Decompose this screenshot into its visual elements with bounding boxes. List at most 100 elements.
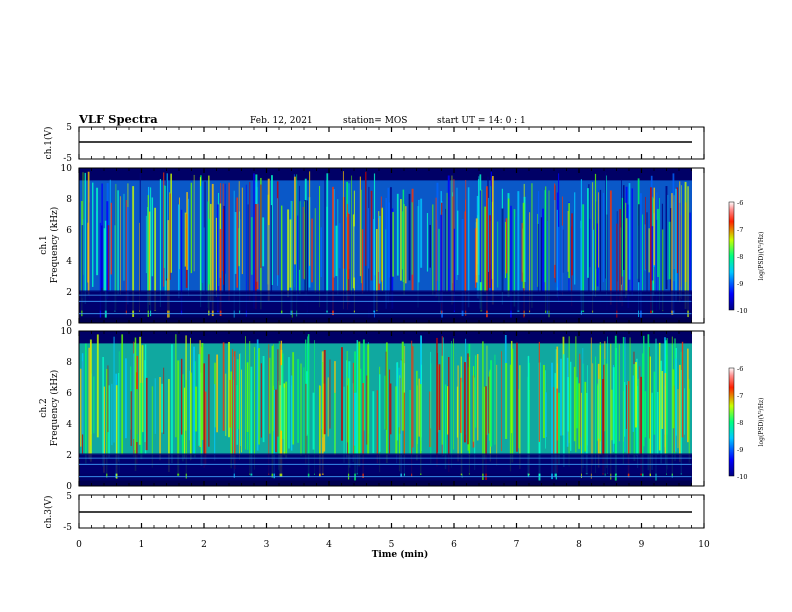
spectrogram-streak — [249, 181, 251, 301]
spectrogram-streak — [297, 359, 299, 443]
spectrogram-streak — [592, 182, 594, 313]
spectrogram-streak — [130, 391, 132, 446]
ch1-ytick-8: 8 — [66, 195, 72, 205]
spectrogram-streak — [262, 217, 265, 267]
spectrogram-streak — [597, 192, 599, 268]
spectrogram-streak — [657, 208, 659, 277]
spectrogram-streak — [597, 383, 599, 442]
ch1-colorbar-label: log(PSD)(V²/Hz) — [758, 232, 765, 281]
station-label: station= MOS — [343, 116, 407, 126]
spectrogram-streak — [90, 342, 92, 446]
spectrogram-streak — [378, 215, 381, 284]
spectrogram-streak — [548, 190, 550, 318]
spectrogram-streak — [478, 176, 480, 275]
spectrogram-streak — [185, 379, 187, 479]
spectrogram-streak — [148, 211, 151, 306]
spectrogram-streak — [254, 347, 256, 470]
spectrogram-streak — [504, 221, 507, 279]
spectrogram-streak — [102, 386, 105, 473]
spectrogram-streak — [396, 193, 399, 276]
spectrogram-streak — [609, 190, 612, 305]
spectrogram-streak — [437, 352, 438, 453]
spectrogram-streak — [551, 362, 553, 480]
spectrogram-streak — [358, 341, 361, 467]
ch1-colorbar-gradient — [728, 201, 735, 311]
spectrogram-streak — [392, 211, 394, 277]
spectrogram-streak — [482, 341, 484, 480]
spectrogram-streak — [366, 375, 368, 445]
spectrogram-streak — [555, 349, 557, 480]
spectrogram-streak — [569, 361, 572, 451]
spectrogram-streak — [385, 197, 387, 309]
ch1-cb-tick-6: -6 — [737, 199, 743, 207]
spectrogram-streak — [486, 186, 488, 318]
spectrogram-streak — [574, 192, 576, 285]
spectrogram-streak — [586, 365, 588, 446]
spectrogram-streak — [537, 213, 539, 287]
spectrogram-streak — [545, 392, 547, 438]
spectrogram-streak — [193, 174, 195, 272]
spectrogram-streak — [81, 353, 84, 435]
spectrogram-streak — [653, 187, 655, 266]
spectrogram-streak — [621, 179, 622, 285]
spectrogram-streak — [401, 341, 404, 431]
spectrogram-streak — [411, 340, 413, 477]
spectrogram-streak — [616, 223, 618, 319]
ch2-cb-tick-9: -9 — [737, 446, 743, 454]
spectrogram-streak — [298, 185, 300, 270]
spectrogram-streak — [253, 173, 255, 309]
spectrogram-streak — [80, 368, 82, 447]
spectrogram-streak — [403, 204, 405, 295]
spectrogram-streak — [182, 374, 184, 462]
spectrogram-streak — [518, 389, 520, 449]
spectrogram-streak — [568, 203, 570, 279]
spectrogram-streak — [487, 176, 489, 294]
spectrogram-streak — [115, 385, 118, 479]
spectrogram-streak — [151, 386, 153, 468]
spectrogram-streak — [140, 382, 143, 460]
spectrogram-streak — [101, 183, 103, 288]
spectrogram-streak — [409, 390, 411, 454]
spectrogram-streak — [401, 211, 403, 270]
spectrogram-streak — [241, 187, 243, 275]
spectrogram-streak — [290, 375, 293, 451]
spectrogram-streak — [260, 363, 262, 438]
spectrogram-streak — [557, 226, 560, 292]
spectrogram-streak — [312, 392, 315, 450]
spectrogram-streak — [648, 346, 650, 439]
spectrogram-streak — [211, 183, 214, 317]
spectrogram-streak — [117, 190, 119, 295]
spectrogram-streak — [355, 392, 357, 454]
spectrogram-streak — [111, 383, 113, 446]
spectrogram-streak — [403, 392, 405, 458]
spectrogram-streak — [426, 212, 429, 272]
spectrogram-streak — [279, 385, 281, 477]
spectrogram-streak — [501, 208, 504, 292]
spectrogram-streak — [352, 362, 354, 459]
spectrogram-streak — [246, 362, 249, 432]
spectrogram-streak — [501, 351, 502, 452]
spectrogram-streak — [468, 356, 470, 475]
spectrogram-streak — [115, 183, 117, 310]
spectrogram-streak — [216, 354, 219, 433]
spectrogram-streak — [304, 200, 307, 307]
spectrogram-streak — [85, 343, 87, 464]
spectrogram-streak — [671, 193, 674, 315]
spectrogram-streak — [590, 337, 592, 479]
spectrogram-streak — [650, 187, 652, 314]
spectrogram-streak — [113, 336, 115, 443]
spectrogram-streak — [441, 355, 443, 445]
spectrogram-streak — [306, 371, 308, 436]
spectrogram-streak — [651, 392, 653, 470]
ch3-ytick-bottom: -5 — [63, 523, 72, 533]
spectrogram-streak — [180, 358, 183, 435]
spectrogram-streak — [145, 215, 147, 274]
spectrogram-streak — [136, 389, 138, 443]
spectrogram-streak — [230, 371, 233, 469]
spectrogram-streak — [277, 198, 278, 286]
spectrogram-streak — [102, 356, 104, 467]
ch2-spectrogram-image — [79, 331, 692, 486]
spectrogram-streak — [474, 355, 477, 428]
spectrogram-streak — [307, 336, 308, 435]
spectrogram-streak — [405, 206, 407, 284]
